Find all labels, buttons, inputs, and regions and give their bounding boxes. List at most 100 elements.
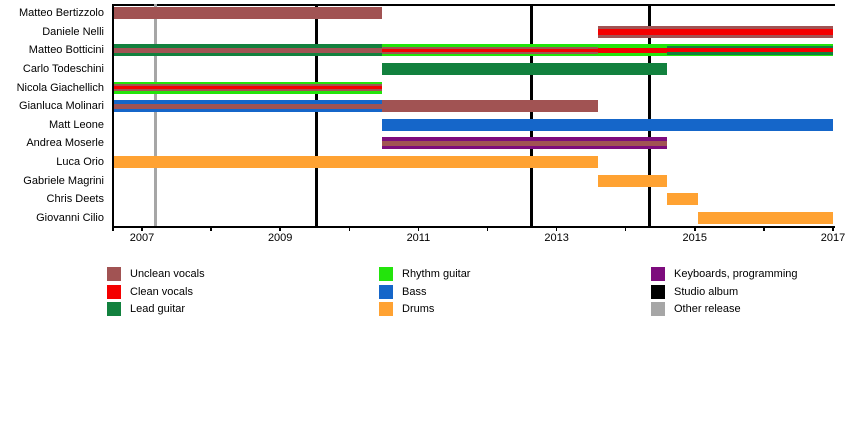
member-bar-segment — [113, 81, 382, 94]
lead-guitar-stripe — [381, 63, 668, 76]
legend-swatch-bass — [379, 284, 393, 299]
legend-label: Drums — [402, 302, 435, 315]
year-label: 2017 — [820, 232, 846, 244]
year-label: 2013 — [544, 232, 569, 244]
legend-label: Other release — [674, 302, 741, 315]
legend-swatch-other-release — [651, 301, 665, 316]
member-label: Matteo Bertizzolo — [19, 7, 104, 20]
unclean-vocals-stripe — [381, 46, 599, 49]
lead-guitar-stripe — [667, 52, 833, 55]
legend-label: Unclean vocals — [130, 268, 205, 280]
unclean-vocals-stripe — [598, 34, 833, 38]
member-label: Luca Orio — [56, 155, 104, 168]
member-bar-segment — [667, 193, 699, 206]
year-label: 2007 — [129, 232, 155, 244]
member-bar-segment — [598, 25, 833, 38]
bass-stripe — [381, 118, 833, 131]
legend-label: Rhythm guitar — [402, 268, 471, 280]
unclean-vocals-stripe — [598, 25, 833, 29]
unclean-vocals-stripe — [113, 103, 382, 109]
member-label: Matteo Botticini — [28, 44, 104, 57]
member-label: Daniele Nelli — [42, 25, 104, 38]
year-label: 2015 — [682, 232, 708, 244]
year-tick — [348, 227, 351, 231]
keyboards-programming-stripe — [381, 137, 668, 141]
member-label: Carlo Todeschini — [22, 63, 104, 76]
member-bar-segment — [598, 174, 668, 187]
unclean-vocals-stripe — [381, 51, 599, 54]
member-bar-segment — [381, 137, 668, 150]
unclean-vocals-stripe — [113, 7, 382, 20]
unclean-vocals-stripe — [113, 89, 382, 92]
legend-swatch-rhythm-guitar — [379, 267, 393, 281]
unclean-vocals-stripe — [113, 84, 382, 87]
legend-label: Keyboards, programming — [674, 268, 798, 280]
drums-stripe — [598, 174, 668, 187]
member-label: Gabriele Magrini — [23, 174, 104, 187]
rhythm-guitar-stripe — [598, 52, 668, 57]
clean-vocals-stripe — [667, 48, 833, 53]
member-bar-segment — [698, 211, 833, 224]
rhythm-guitar-stripe — [667, 54, 833, 57]
member-bar-segment — [113, 7, 382, 20]
member-bar-segment — [113, 44, 382, 57]
member-bar-segment — [113, 155, 599, 168]
clean-vocals-stripe — [113, 86, 382, 90]
axis-edge-tick — [112, 227, 114, 231]
studio-album-line — [529, 4, 533, 227]
unclean-vocals-stripe — [381, 140, 668, 146]
unclean-vocals-stripe — [381, 100, 599, 113]
year-label: 2009 — [267, 232, 293, 244]
year-tick — [210, 227, 212, 231]
legend-swatch-keyboards-programming — [651, 267, 665, 281]
legend-swatch-unclean-vocals — [107, 267, 121, 281]
member-bar-segment — [381, 118, 833, 131]
legend-swatch-clean-vocals — [107, 284, 121, 299]
studio-album-line — [648, 4, 652, 227]
drums-stripe — [667, 193, 699, 206]
studio-album-line — [315, 4, 319, 227]
rhythm-guitar-stripe — [113, 81, 382, 85]
member-bar-segment — [113, 100, 382, 113]
year-tick — [417, 227, 420, 231]
legend-label: Studio album — [674, 285, 739, 298]
lead-guitar-stripe — [113, 44, 382, 48]
legend-swatch-drums — [379, 301, 393, 316]
legend-swatch-lead-guitar — [107, 301, 121, 316]
member-label: Gianluca Molinari — [19, 100, 104, 113]
drums-stripe — [698, 211, 833, 224]
rhythm-guitar-stripe — [381, 53, 599, 57]
plot-left-border — [112, 4, 114, 227]
year-tick — [279, 227, 281, 231]
member-label: Giovanni Cilio — [36, 211, 104, 224]
legend-swatch-studio-album — [651, 284, 665, 299]
member-label: Matt Leone — [48, 118, 104, 131]
member-bar-segment — [381, 63, 668, 76]
clean-vocals-stripe — [598, 28, 833, 35]
rhythm-guitar-stripe — [667, 44, 833, 46]
rhythm-guitar-stripe — [113, 91, 382, 94]
year-tick — [832, 227, 834, 231]
member-bar-segment — [381, 44, 599, 57]
year-tick — [555, 227, 558, 231]
rhythm-guitar-stripe — [598, 44, 668, 48]
unclean-vocals-stripe — [113, 47, 382, 53]
bass-stripe — [113, 108, 382, 113]
member-bar-segment — [667, 44, 833, 57]
member-bar-segment — [381, 100, 599, 113]
year-tick — [486, 227, 489, 231]
lead-guitar-stripe — [113, 52, 382, 57]
bass-stripe — [113, 100, 382, 104]
year-tick — [763, 227, 765, 231]
legend-label: Bass — [402, 285, 427, 298]
year-label: 2011 — [406, 232, 431, 244]
clean-vocals-stripe — [381, 48, 599, 52]
plot-top-border — [112, 4, 835, 6]
legend-label: Lead guitar — [130, 302, 186, 315]
member-bar-segment — [598, 44, 668, 57]
member-label: Nicola Giachellich — [16, 81, 104, 94]
clean-vocals-stripe — [598, 47, 668, 53]
legend-label: Clean vocals — [130, 285, 193, 298]
year-tick — [694, 227, 696, 231]
